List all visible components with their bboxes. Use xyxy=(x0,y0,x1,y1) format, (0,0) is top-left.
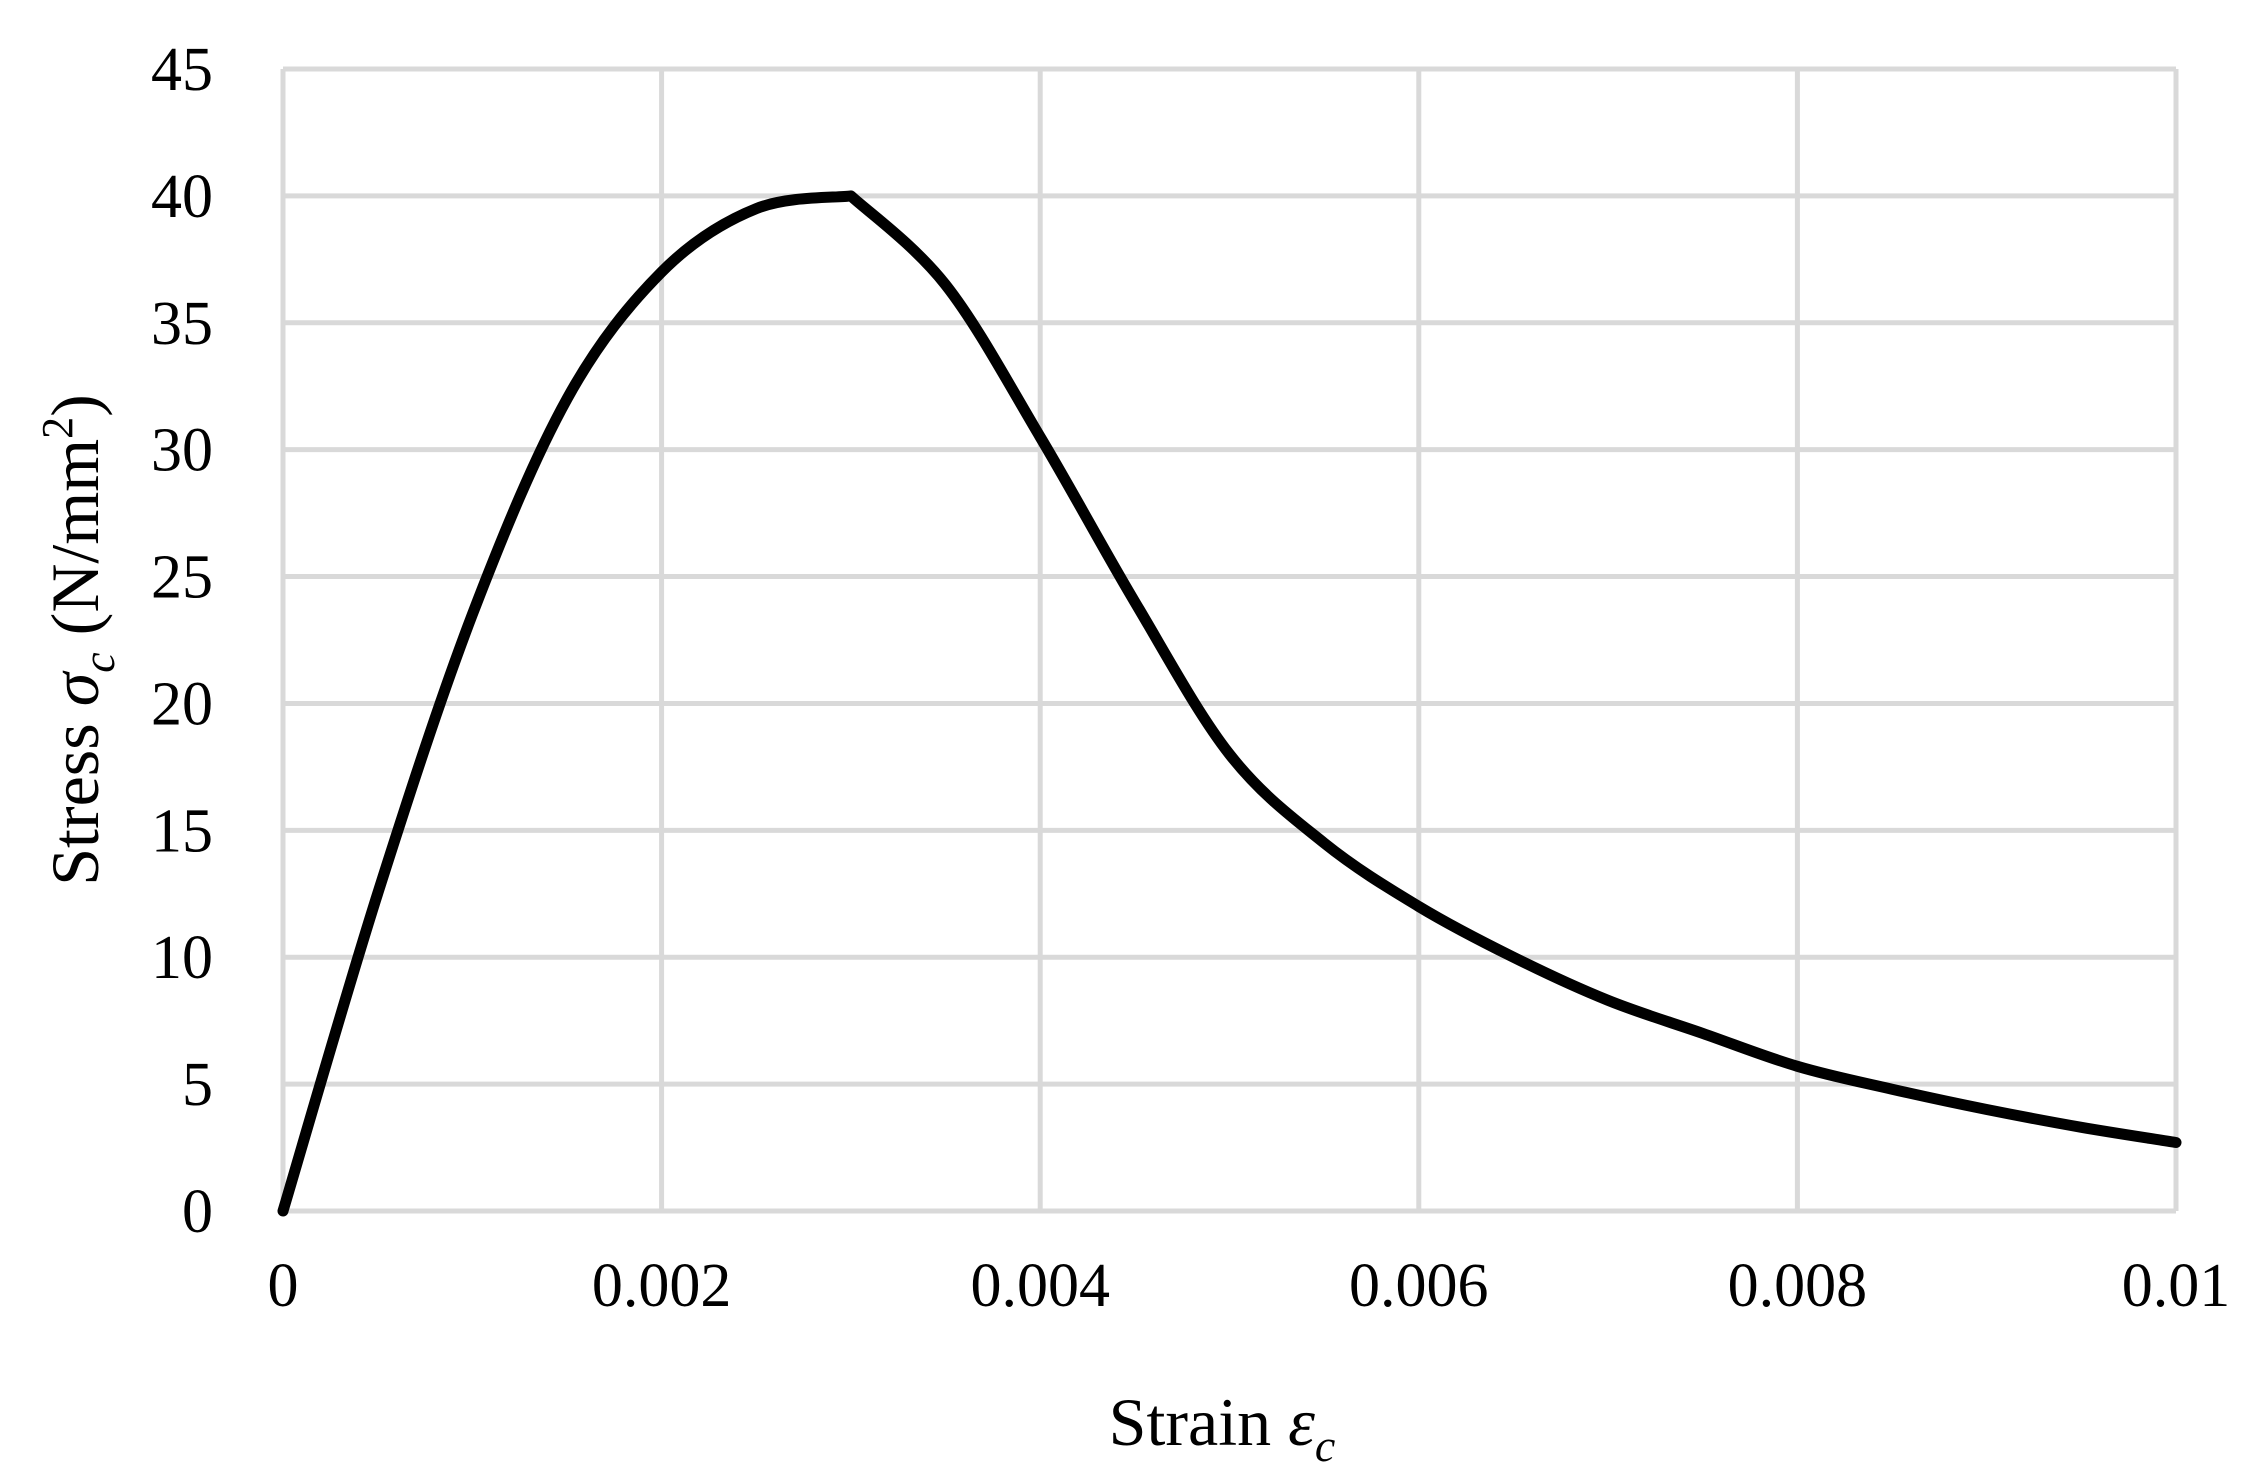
y-tick-labels: 0 5 10 15 20 25 30 35 40 45 xyxy=(151,36,213,1246)
x-tick-label: 0.01 xyxy=(2122,1252,2231,1320)
x-tick-label: 0.008 xyxy=(1728,1252,1868,1320)
y-tick-label: 25 xyxy=(151,544,213,612)
y-tick-label: 30 xyxy=(151,417,213,485)
y-tick-label: 40 xyxy=(151,163,213,231)
x-tick-label: 0 xyxy=(268,1252,299,1320)
y-axis-title: Stress σc (N/mm2) xyxy=(33,394,124,886)
grid xyxy=(280,66,2179,1214)
y-tick-label: 10 xyxy=(151,924,213,992)
stress-strain-curve xyxy=(277,190,2182,1217)
y-tick-label: 35 xyxy=(151,290,213,358)
x-tick-label: 0.006 xyxy=(1349,1252,1489,1320)
y-tick-label: 5 xyxy=(182,1051,213,1119)
x-axis-title: Strain εc xyxy=(1109,1384,1336,1471)
y-tick-label: 20 xyxy=(151,670,213,738)
y-tick-label: 0 xyxy=(182,1178,213,1246)
x-tick-labels: 0 0.002 0.004 0.006 0.008 0.01 xyxy=(268,1252,2231,1320)
y-tick-label: 15 xyxy=(151,797,213,865)
x-tick-label: 0.002 xyxy=(592,1252,732,1320)
y-tick-label: 45 xyxy=(151,36,213,104)
x-tick-label: 0.004 xyxy=(970,1252,1110,1320)
